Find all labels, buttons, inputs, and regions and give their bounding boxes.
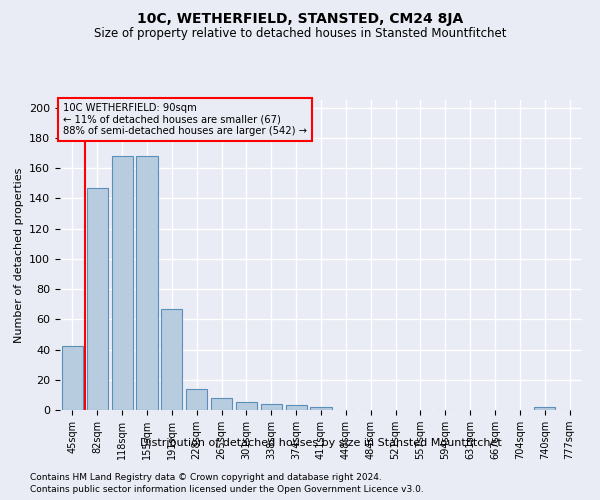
Bar	[261, 404, 282, 410]
Bar	[310, 407, 332, 410]
Bar	[62, 346, 83, 410]
Bar	[534, 407, 555, 410]
Text: 10C WETHERFIELD: 90sqm
← 11% of detached houses are smaller (67)
88% of semi-det: 10C WETHERFIELD: 90sqm ← 11% of detached…	[62, 103, 307, 136]
Bar	[186, 389, 207, 410]
Bar	[211, 398, 232, 410]
Bar	[87, 188, 108, 410]
Text: Contains HM Land Registry data © Crown copyright and database right 2024.: Contains HM Land Registry data © Crown c…	[30, 472, 382, 482]
Bar	[161, 308, 182, 410]
Bar	[112, 156, 133, 410]
Text: 10C, WETHERFIELD, STANSTED, CM24 8JA: 10C, WETHERFIELD, STANSTED, CM24 8JA	[137, 12, 463, 26]
Text: Size of property relative to detached houses in Stansted Mountfitchet: Size of property relative to detached ho…	[94, 28, 506, 40]
Y-axis label: Number of detached properties: Number of detached properties	[14, 168, 23, 342]
Bar	[236, 402, 257, 410]
Bar	[136, 156, 158, 410]
Text: Distribution of detached houses by size in Stansted Mountfitchet: Distribution of detached houses by size …	[140, 438, 502, 448]
Bar	[286, 406, 307, 410]
Text: Contains public sector information licensed under the Open Government Licence v3: Contains public sector information licen…	[30, 485, 424, 494]
